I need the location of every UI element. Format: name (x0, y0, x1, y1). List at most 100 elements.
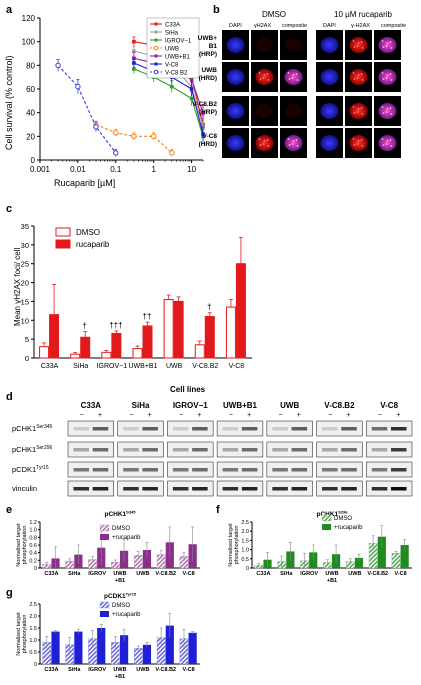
blot-membrane (216, 441, 264, 458)
y-tick-label: 1.2 (29, 520, 37, 526)
blot-membrane (266, 461, 313, 478)
series-line (95, 123, 173, 154)
blot-band (341, 448, 357, 452)
legend-label: V-C8 B2 (165, 71, 188, 77)
category-label: V-C8 (182, 571, 194, 577)
chart-c-y-tick-label: 5 (25, 335, 29, 344)
chart-a-x-tick-label: 10 (187, 165, 196, 174)
blot-cell-line-label: V-C8 (380, 401, 398, 410)
foci-spot (382, 46, 385, 48)
bar-0 (194, 344, 205, 359)
foci-spot (382, 144, 385, 146)
foci-spot (352, 106, 355, 108)
foci-spot (292, 74, 295, 76)
foci-spot (381, 72, 384, 74)
blot-band (192, 487, 208, 491)
bar-0 (391, 553, 401, 569)
category-label: SiHa (68, 571, 81, 577)
blot-membrane (266, 441, 313, 458)
bar-1 (80, 336, 91, 359)
bar-1 (173, 300, 184, 359)
row-label: (HRD) (199, 75, 217, 82)
y-axis-label-line: Normalised target (228, 523, 234, 567)
chart-c-y-tick-label: 30 (21, 241, 29, 250)
h2ax-foci-chart: Mean γH2AX foci/ cell Cell lines 0 5 10 15 2… (13, 222, 252, 394)
foci-spot (258, 72, 261, 74)
blot-band (291, 427, 308, 431)
chart-a-y-tick-label: 40 (26, 109, 35, 118)
blot-band (341, 487, 357, 491)
blot-band (172, 487, 189, 491)
col-label-h2ax-2: γ-H2AX (351, 23, 370, 29)
blot-membrane (216, 461, 264, 478)
category-label: UWB (136, 667, 149, 673)
y-axis-label-line: Normalised target (16, 523, 22, 567)
y-tick-label: 2.5 (29, 602, 37, 608)
cell-nucleus (255, 135, 274, 151)
foci-spot (381, 106, 384, 108)
category-label: V-C8.B2 (367, 571, 388, 577)
blot-band (341, 427, 357, 431)
significance-mark: †† (143, 312, 152, 321)
blot-band (92, 427, 109, 431)
blot-band (73, 487, 90, 491)
blot-treatment-minus: − (179, 412, 183, 419)
legend-label: DMSO (112, 603, 130, 609)
category-label: V-C8 (182, 667, 194, 673)
blot-band (192, 427, 208, 431)
chart-a-series-3 (93, 120, 175, 157)
data-point (201, 132, 205, 136)
blot-band (92, 468, 109, 472)
data-point (201, 110, 205, 115)
y-axis-label-line: phosphorylation (234, 526, 240, 565)
category-label: C33A (44, 667, 58, 673)
chart-title-superscript: Tyr15 (126, 592, 137, 597)
legend-marker (153, 69, 159, 75)
category-label: V-C8 (394, 571, 406, 577)
legend-marker (154, 22, 158, 26)
blot-treatment-plus: + (148, 412, 152, 419)
foci-spot (352, 72, 355, 74)
chart-title: pCDK1Tyr15 (104, 592, 137, 601)
blot-band (73, 448, 90, 452)
blot-membrane (266, 420, 313, 437)
bar-1 (51, 631, 60, 664)
col-label-composite-2: composite (381, 23, 406, 29)
legend-label: IGROV−1 (165, 39, 192, 45)
col-label-dapi: DAPI (229, 23, 242, 29)
blot-row-label: vinculin (12, 484, 37, 493)
blot-treatment-minus: − (279, 412, 283, 419)
blot-cell-line-label: V-C8.B2 (324, 401, 355, 410)
data-point (132, 61, 136, 65)
foci-spot (381, 40, 384, 42)
data-point (189, 87, 194, 91)
blot-membrane (266, 480, 313, 497)
foci-spot (352, 138, 355, 140)
blot-treatment-minus: − (328, 412, 332, 419)
foci-spot (381, 138, 384, 140)
bar-0 (70, 353, 81, 359)
blot-band (222, 427, 239, 431)
col-label-composite: composite (282, 23, 307, 29)
bar-1 (142, 549, 152, 568)
chart-a-y-tick-label: 80 (26, 61, 35, 70)
group-label-rucaparib: 10 μM rucaparib (334, 10, 393, 19)
row-label: UWB+ (198, 35, 218, 42)
row-label: (HRP) (199, 51, 217, 58)
blot-band (371, 427, 388, 431)
cell-nucleus (256, 104, 273, 118)
chart-c-legend: DMSO rucaparib (55, 227, 110, 249)
cell-nucleus (285, 104, 302, 118)
y-tick-label: 0.2 (29, 558, 37, 564)
chart-title: pCHK1S345 (104, 510, 136, 519)
y-axis-label-line: phosphorylation (22, 615, 28, 654)
legend-marker (153, 45, 159, 51)
blot-membrane (316, 420, 363, 437)
blot-membrane (216, 480, 264, 497)
foci-spot (385, 45, 388, 47)
foci-spot (287, 138, 290, 140)
blot-band (142, 487, 158, 491)
group-label-dmso: DMSO (262, 10, 286, 19)
blot-cell-line-label: UWB (280, 401, 299, 410)
y-tick-label: 2.0 (29, 614, 37, 620)
